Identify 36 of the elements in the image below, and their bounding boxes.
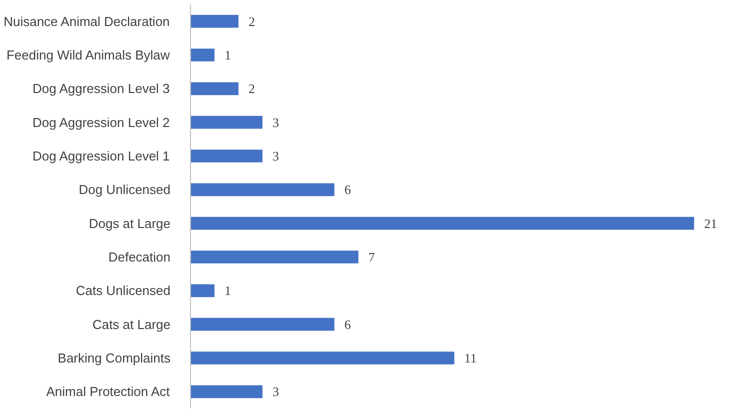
data-label: 1 [224, 48, 231, 62]
bar [190, 82, 238, 96]
y-tick-label: Feeding Wild Animals Bylaw [6, 48, 170, 62]
bar [190, 150, 262, 162]
data-label: 3 [272, 148, 279, 164]
y-tick-label: Dog Aggression Level 1 [32, 148, 170, 164]
data-label: 6 [344, 182, 352, 198]
data-label: 3 [272, 384, 279, 400]
data-label: 3 [272, 114, 279, 130]
y-tick-label: Defecation [108, 250, 171, 264]
bar [190, 250, 358, 264]
y-tick-label: Cats at Large [92, 316, 170, 332]
y-tick-label: Dog Aggression Level 2 [32, 114, 170, 130]
bar [190, 352, 454, 364]
data-label: 11 [464, 350, 477, 366]
data-label: 2 [248, 81, 255, 96]
y-tick-label: Dog Aggression Level 3 [32, 81, 170, 96]
y-tick-label: Barking Complaints [58, 350, 171, 366]
data-label: 21 [704, 216, 718, 231]
data-label: 7 [368, 250, 376, 264]
y-tick-label: Cats Unlicensed [76, 283, 170, 298]
data-label: 2 [248, 14, 255, 29]
y-tick-label: Dogs at Large [88, 216, 171, 231]
bar [190, 116, 262, 129]
data-label: 6 [344, 316, 352, 332]
bar [190, 48, 214, 62]
bar [190, 216, 694, 230]
bar [190, 318, 334, 331]
y-tick-label: Nuisance Animal Declaration [4, 14, 170, 29]
y-tick-label: Animal Protection Act [46, 384, 170, 400]
data-label: 1 [224, 283, 231, 298]
bar [190, 14, 238, 28]
bar [190, 284, 214, 298]
y-tick-label: Dog Unlicensed [78, 182, 171, 198]
bar [190, 385, 262, 398]
bar [190, 183, 334, 196]
